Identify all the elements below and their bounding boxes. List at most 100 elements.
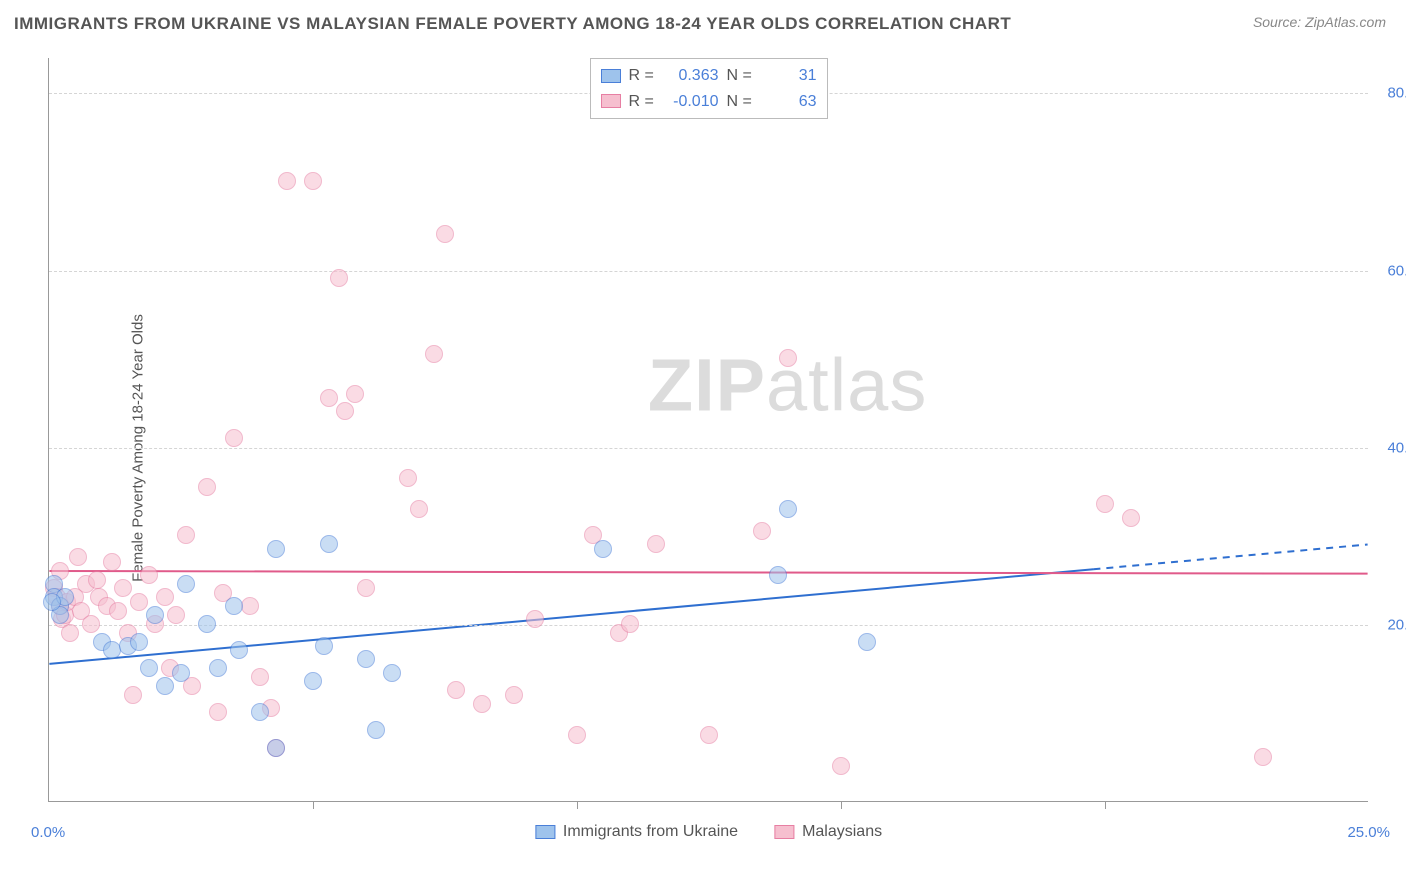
trend-lines [49,58,1368,801]
scatter-point-ukraine [858,633,876,651]
correlation-legend: R = 0.363 N = 31R = -0.010 N = 63 [590,58,828,119]
legend-r-label: R = [629,89,657,115]
scatter-point-ukraine [230,641,248,659]
legend-item: Malaysians [774,823,882,841]
legend-stat-row: R = -0.010 N = 63 [601,89,817,115]
scatter-point-malaysia [700,726,718,744]
scatter-point-malaysia [61,624,79,642]
scatter-point-malaysia [526,610,544,628]
scatter-point-malaysia [447,681,465,699]
scatter-point-ukraine [225,597,243,615]
scatter-point-ukraine [130,633,148,651]
legend-swatch [774,825,794,839]
scatter-point-malaysia [109,602,127,620]
scatter-point-malaysia [473,695,491,713]
scatter-point-malaysia [167,606,185,624]
scatter-point-malaysia [88,571,106,589]
scatter-point-ukraine [172,664,190,682]
scatter-point-malaysia [278,172,296,190]
gridline [49,448,1368,449]
scatter-point-malaysia [330,269,348,287]
source-label: Source: ZipAtlas.com [1253,14,1386,30]
scatter-point-malaysia [320,389,338,407]
scatter-point-malaysia [198,478,216,496]
scatter-point-malaysia [177,526,195,544]
scatter-point-malaysia [832,757,850,775]
scatter-point-malaysia [779,349,797,367]
scatter-point-ukraine [315,637,333,655]
scatter-point-ukraine [267,739,285,757]
scatter-point-ukraine [177,575,195,593]
gridline [49,271,1368,272]
x-tick [1105,801,1106,809]
scatter-point-malaysia [103,553,121,571]
scatter-point-malaysia [69,548,87,566]
scatter-point-malaysia [241,597,259,615]
legend-r-value: 0.363 [665,63,719,89]
scatter-point-malaysia [399,469,417,487]
scatter-point-malaysia [209,703,227,721]
scatter-point-ukraine [779,500,797,518]
scatter-point-malaysia [251,668,269,686]
scatter-point-malaysia [1122,509,1140,527]
scatter-point-malaysia [156,588,174,606]
scatter-point-malaysia [410,500,428,518]
scatter-point-ukraine [357,650,375,668]
scatter-point-malaysia [82,615,100,633]
legend-item: Immigrants from Ukraine [535,823,738,841]
scatter-point-ukraine [383,664,401,682]
chart-container: Female Poverty Among 18-24 Year Olds ZIP… [0,48,1406,848]
scatter-point-ukraine [156,677,174,695]
x-tick-label: 0.0% [31,824,65,841]
scatter-point-malaysia [753,522,771,540]
scatter-point-ukraine [267,540,285,558]
legend-r-value: -0.010 [665,89,719,115]
scatter-point-malaysia [505,686,523,704]
scatter-point-ukraine [769,566,787,584]
scatter-point-malaysia [1254,748,1272,766]
legend-n-value: 31 [763,63,817,89]
legend-swatch [601,94,621,108]
y-tick-label: 80.0% [1387,85,1406,102]
series-legend: Immigrants from Ukraine Malaysians [535,823,882,841]
scatter-point-malaysia [225,429,243,447]
legend-n-value: 63 [763,89,817,115]
scatter-point-malaysia [140,566,158,584]
scatter-point-malaysia [336,402,354,420]
scatter-point-ukraine [146,606,164,624]
scatter-point-malaysia [130,593,148,611]
scatter-point-ukraine [209,659,227,677]
scatter-point-malaysia [114,579,132,597]
scatter-point-malaysia [304,172,322,190]
legend-stat-row: R =0.363N =31 [601,63,817,89]
legend-n-label: N = [727,89,755,115]
y-tick-label: 60.0% [1387,262,1406,279]
scatter-point-malaysia [357,579,375,597]
y-tick-label: 40.0% [1387,439,1406,456]
x-tick [577,801,578,809]
legend-n-label: N = [727,63,755,89]
scatter-point-malaysia [124,686,142,704]
legend-swatch [535,825,555,839]
legend-swatch [601,69,621,83]
gridline [49,625,1368,626]
legend-label: Immigrants from Ukraine [563,823,738,841]
x-tick [313,801,314,809]
scatter-point-ukraine [320,535,338,553]
scatter-point-ukraine [251,703,269,721]
chart-title: IMMIGRANTS FROM UKRAINE VS MALAYSIAN FEM… [14,14,1011,34]
scatter-point-ukraine [140,659,158,677]
y-tick-label: 20.0% [1387,616,1406,633]
scatter-point-malaysia [621,615,639,633]
scatter-point-ukraine [198,615,216,633]
scatter-point-malaysia [647,535,665,553]
scatter-point-malaysia [1096,495,1114,513]
scatter-point-malaysia [346,385,364,403]
scatter-point-malaysia [436,225,454,243]
scatter-point-malaysia [568,726,586,744]
x-tick [841,801,842,809]
scatter-point-ukraine [304,672,322,690]
scatter-point-ukraine [367,721,385,739]
plot-area: ZIPatlas R =0.363N =31R =-0.010N =63 Imm… [48,58,1368,802]
scatter-point-malaysia [425,345,443,363]
